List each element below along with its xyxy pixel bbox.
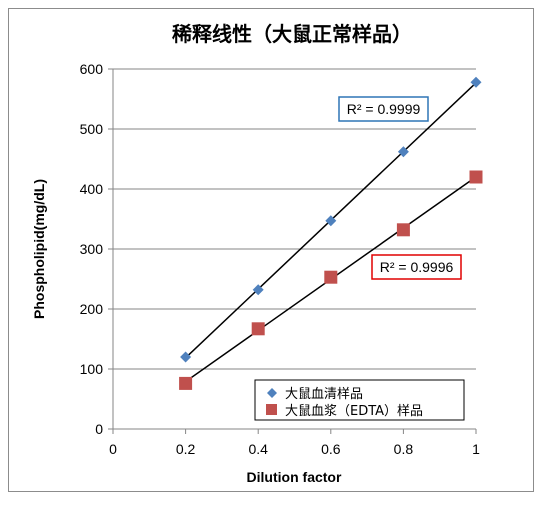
data-point-series-2-4 <box>396 223 410 237</box>
y-tick-label-300: 300 <box>80 241 104 257</box>
y-tick-label-200: 200 <box>80 301 104 317</box>
x-tick-label-0.8: 0.8 <box>394 441 414 457</box>
r2-text-series-1: R² = 0.9999 <box>347 101 421 117</box>
legend: 大鼠血清样品 大鼠血浆（EDTA）样品 <box>254 379 465 421</box>
axes <box>108 68 477 434</box>
y-tick-label-0: 0 <box>95 421 103 437</box>
legend-label-series-1: 大鼠血清样品 <box>285 387 363 402</box>
gridlines <box>113 68 476 370</box>
x-axis-label: Dilution factor <box>247 469 342 485</box>
data-point-series-2-3 <box>324 270 338 284</box>
y-tick-label-100: 100 <box>80 361 104 377</box>
y-tick-label-600: 600 <box>80 61 104 77</box>
x-tick-labels: 0 0.2 0.4 0.6 0.8 1 <box>109 441 480 457</box>
legend-marker-series-1 <box>267 388 277 398</box>
data-point-series-1-3 <box>325 215 337 227</box>
data-point-series-1-5 <box>470 76 482 88</box>
legend-label-series-2: 大鼠血浆（EDTA）样品 <box>285 404 423 419</box>
data-point-series-2-1 <box>179 376 193 390</box>
data-point-series-2-5 <box>469 170 483 184</box>
legend-marker-series-2 <box>266 404 277 415</box>
x-tick-label-0: 0 <box>109 441 117 457</box>
data-point-series-1-2 <box>252 284 264 296</box>
r2-box-series-1 <box>338 96 429 122</box>
data-point-series-1-1 <box>180 351 192 363</box>
x-tick-label-0.4: 0.4 <box>248 441 268 457</box>
x-tick-label-1: 1 <box>472 441 480 457</box>
y-axis-label: Phospholipid(mg/dL) <box>31 179 47 319</box>
legend-box <box>254 379 465 421</box>
r2-label-series-1: R² = 0.9999 <box>338 96 429 122</box>
y-tick-labels: 0 100 200 300 400 500 600 <box>80 61 104 437</box>
y-tick-label-500: 500 <box>80 121 104 137</box>
y-tick-label-400: 400 <box>80 181 104 197</box>
x-tick-label-0.2: 0.2 <box>176 441 196 457</box>
data-point-series-1-4 <box>397 146 409 158</box>
r2-label-series-2: R² = 0.9996 <box>371 254 462 280</box>
data-point-series-2-2 <box>251 322 265 336</box>
x-tick-label-0.6: 0.6 <box>321 441 341 457</box>
r2-box-series-2 <box>371 254 462 280</box>
data-points <box>179 76 483 390</box>
r2-text-series-2: R² = 0.9996 <box>380 259 454 275</box>
trendlines <box>185 82 477 383</box>
chart-title: 稀释线性（大鼠正常样品） <box>172 22 412 46</box>
